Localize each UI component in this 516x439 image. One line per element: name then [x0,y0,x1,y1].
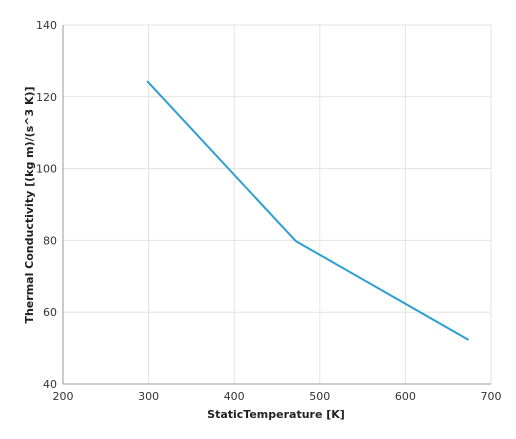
y-tick-label: 140 [36,19,57,32]
x-tick-labels: 200 300 400 500 600 700 [53,390,502,403]
x-tick-label: 500 [309,390,330,403]
x-tick-label: 700 [481,390,502,403]
series-layer [146,80,469,341]
y-tick-label: 120 [36,91,57,104]
y-axis-title: Thermal Conductivity [(kg m)/(s^3 K)] [23,86,36,323]
y-tick-label: 100 [36,163,57,176]
x-axis-title: StaticTemperature [K] [207,408,345,421]
grid [62,24,492,385]
series-line [146,80,469,341]
axes [62,25,491,385]
y-tick-label: 40 [43,378,57,391]
y-tick-labels: 40 60 80 100 120 140 [36,19,57,391]
x-tick-label: 400 [224,390,245,403]
x-tick-label: 300 [138,390,159,403]
y-tick-label: 60 [43,306,57,319]
x-tick-label: 600 [395,390,416,403]
x-tick-label: 200 [53,390,74,403]
y-tick-label: 80 [43,234,57,247]
